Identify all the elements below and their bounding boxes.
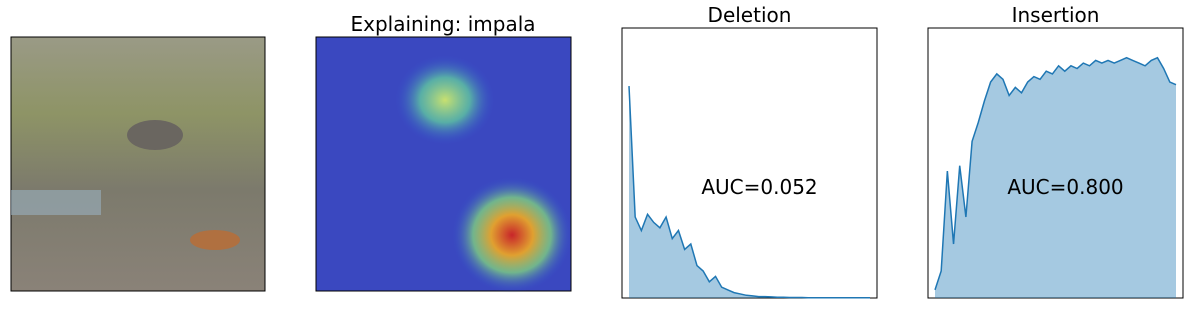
axes-frame bbox=[927, 27, 1184, 299]
annotation: AUC=0.800 bbox=[1007, 175, 1123, 199]
area bbox=[935, 57, 1176, 299]
chart-title: Insertion bbox=[1012, 3, 1100, 27]
annotation: AUC=0.052 bbox=[701, 175, 817, 199]
line bbox=[628, 86, 870, 299]
heatmap-title: Explaining: impala bbox=[350, 12, 535, 36]
photo bbox=[10, 36, 266, 292]
area bbox=[629, 86, 870, 298]
heatmap: Explaining: impala bbox=[315, 12, 572, 293]
line bbox=[934, 56, 1177, 291]
chart-title: Deletion bbox=[708, 3, 792, 27]
axes-frame bbox=[621, 27, 878, 299]
